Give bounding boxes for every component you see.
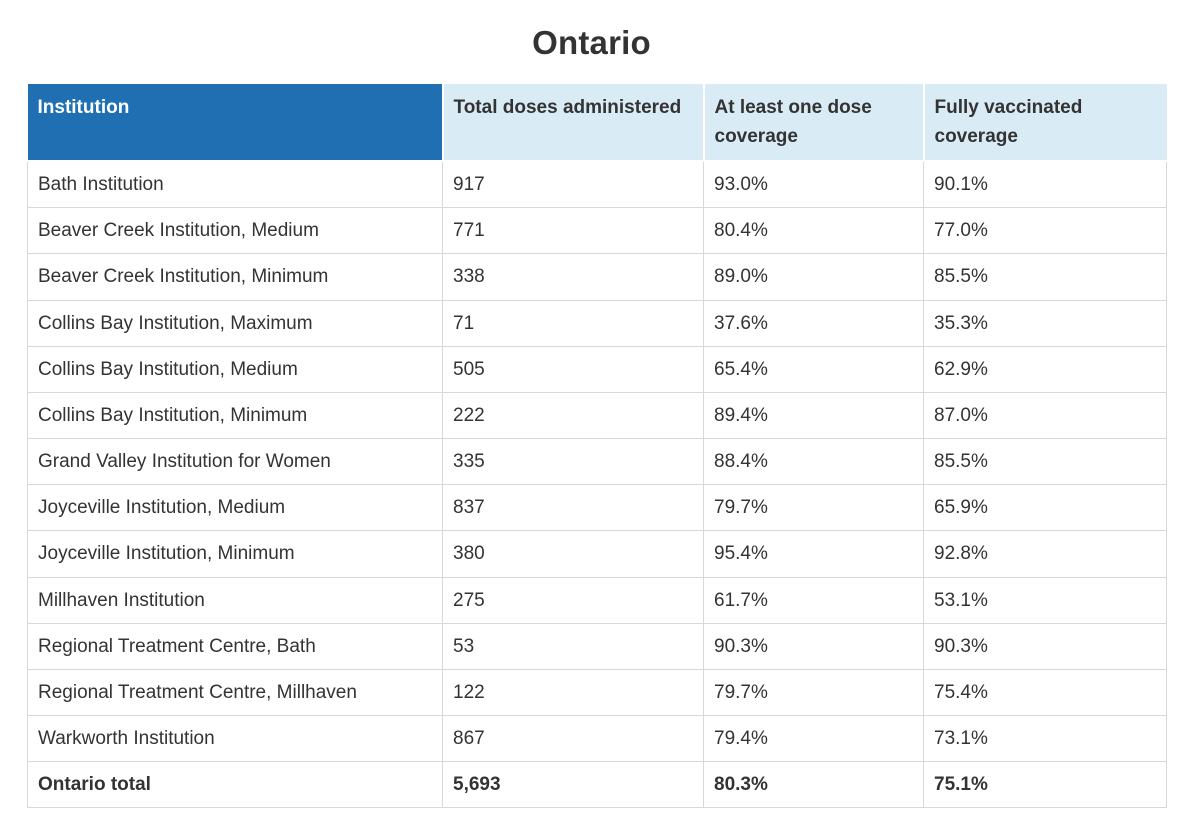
table-row: Joyceville Institution, Minimum 380 95.4% 9…: [27, 530, 1167, 578]
cell-one-dose-coverage: 88.4%: [703, 438, 924, 486]
table-row: Grand Valley Institution for Women 335 88.…: [27, 438, 1167, 486]
cell-fully-vaccinated-coverage: 92.8%: [923, 530, 1167, 578]
table-row: Beaver Creek Institution, Minimum 338 89.0…: [27, 253, 1167, 301]
cell-fully-vaccinated-coverage: 65.9%: [923, 484, 1167, 532]
cell-fully-vaccinated-coverage: 85.5%: [923, 438, 1167, 486]
cell-total-doses: 867: [442, 715, 704, 763]
cell-one-dose-coverage: 93.0%: [703, 160, 924, 209]
cell-institution: Beaver Creek Institution, Minimum: [27, 253, 443, 301]
cell-one-dose-coverage: 79.7%: [703, 668, 924, 717]
cell-fully-vaccinated-coverage: 53.1%: [923, 576, 1167, 624]
cell-institution: Warkworth Institution: [27, 715, 443, 763]
cell-fully-vaccinated-coverage: 85.5%: [923, 253, 1167, 301]
table-body: Bath Institution 917 93.0% 90.1% Beaver Cree…: [27, 160, 1167, 763]
cell-one-dose-coverage: 89.4%: [703, 391, 924, 440]
cell-institution: Joyceville Institution, Minimum: [27, 530, 443, 578]
cell-institution: Joyceville Institution, Medium: [27, 484, 443, 532]
cell-institution: Millhaven Institution: [27, 576, 443, 624]
cell-total-doses: 338: [442, 253, 704, 301]
cell-total-doses: 275: [442, 576, 704, 624]
table-row: Regional Treatment Centre, Millhaven 122 7…: [27, 668, 1167, 717]
cell-total-fully-vaccinated: 75.1%: [923, 761, 1167, 809]
cell-total-doses: 771: [442, 207, 704, 255]
cell-one-dose-coverage: 89.0%: [703, 253, 924, 301]
cell-institution: Collins Bay Institution, Medium: [27, 345, 443, 393]
cell-institution: Grand Valley Institution for Women: [27, 438, 443, 486]
cell-one-dose-coverage: 90.3%: [703, 622, 924, 670]
table-row: Collins Bay Institution, Medium 505 65.4% 6…: [27, 345, 1167, 393]
cell-total-doses: 917: [442, 160, 704, 209]
table-row: Warkworth Institution 867 79.4% 73.1%: [27, 715, 1167, 763]
cell-fully-vaccinated-coverage: 75.4%: [923, 668, 1167, 717]
page-title: Ontario: [532, 24, 651, 61]
cell-fully-vaccinated-coverage: 62.9%: [923, 345, 1167, 393]
cell-fully-vaccinated-coverage: 90.1%: [923, 160, 1167, 209]
header-row: Institution Total doses administered At …: [27, 84, 1167, 162]
cell-fully-vaccinated-coverage: 90.3%: [923, 622, 1167, 670]
cell-total-doses: 53: [442, 622, 704, 670]
table-row: Collins Bay Institution, Minimum 222 89.4%…: [27, 391, 1167, 440]
total-row: Ontario total 5,693 80.3% 75.1%: [27, 761, 1167, 809]
col-header-total-doses: Total doses administered: [441, 84, 705, 162]
table-row: Bath Institution 917 93.0% 90.1%: [27, 160, 1167, 209]
cell-institution: Beaver Creek Institution, Medium: [27, 207, 443, 255]
cell-total-one-dose: 80.3%: [703, 761, 924, 809]
cell-institution: Bath Institution: [27, 160, 443, 209]
table-row: Millhaven Institution 275 61.7% 53.1%: [27, 576, 1167, 624]
cell-one-dose-coverage: 61.7%: [703, 576, 924, 624]
table-row: Beaver Creek Institution, Medium 771 80.4%…: [27, 207, 1167, 255]
cell-fully-vaccinated-coverage: 77.0%: [923, 207, 1167, 255]
cell-one-dose-coverage: 37.6%: [703, 299, 924, 347]
cell-total-doses: 837: [442, 484, 704, 532]
cell-total-doses: 335: [442, 438, 704, 486]
cell-fully-vaccinated-coverage: 87.0%: [923, 391, 1167, 440]
col-header-fully-vaccinated-coverage: Fully vaccinated coverage: [922, 84, 1167, 162]
col-header-institution: Institution: [27, 84, 444, 162]
table-row: Joyceville Institution, Medium 837 79.7% 65…: [27, 484, 1167, 532]
table-row: Collins Bay Institution, Maximum 71 37.6% 3…: [27, 299, 1167, 347]
vaccination-table: Institution Total doses administered At …: [27, 84, 1167, 809]
cell-total-doses: 71: [442, 299, 704, 347]
table-row: Regional Treatment Centre, Bath 53 90.3% 90…: [27, 622, 1167, 670]
vaccination-table-container: Institution Total doses administered At …: [27, 84, 1167, 809]
cell-total-label: Ontario total: [27, 761, 443, 809]
cell-fully-vaccinated-coverage: 73.1%: [923, 715, 1167, 763]
cell-one-dose-coverage: 79.4%: [703, 715, 924, 763]
col-header-one-dose-coverage: At least one dose coverage: [702, 84, 925, 162]
cell-total-doses: 505: [442, 345, 704, 393]
cell-institution: Collins Bay Institution, Maximum: [27, 299, 443, 347]
cell-total-doses: 5,693: [442, 761, 704, 809]
cell-total-doses: 222: [442, 391, 704, 440]
cell-fully-vaccinated-coverage: 35.3%: [923, 299, 1167, 347]
cell-institution: Collins Bay Institution, Minimum: [27, 391, 443, 440]
cell-one-dose-coverage: 79.7%: [703, 484, 924, 532]
cell-total-doses: 380: [442, 530, 704, 578]
cell-one-dose-coverage: 80.4%: [703, 207, 924, 255]
cell-institution: Regional Treatment Centre, Millhaven: [27, 668, 443, 717]
cell-total-doses: 122: [442, 668, 704, 717]
cell-institution: Regional Treatment Centre, Bath: [27, 622, 443, 670]
cell-one-dose-coverage: 95.4%: [703, 530, 924, 578]
cell-one-dose-coverage: 65.4%: [703, 345, 924, 393]
